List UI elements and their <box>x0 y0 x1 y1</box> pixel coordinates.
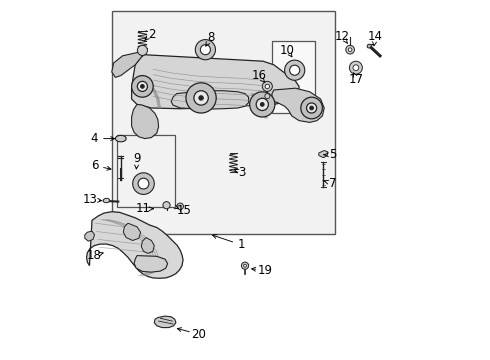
Polygon shape <box>154 316 176 328</box>
Text: 14: 14 <box>368 30 383 42</box>
Text: 16: 16 <box>251 69 266 82</box>
Polygon shape <box>319 150 328 158</box>
Circle shape <box>186 83 216 113</box>
Circle shape <box>262 81 272 91</box>
Circle shape <box>265 84 270 89</box>
Circle shape <box>200 45 210 55</box>
Circle shape <box>194 91 208 105</box>
Circle shape <box>132 76 153 97</box>
Circle shape <box>133 173 154 194</box>
Polygon shape <box>171 91 248 109</box>
Circle shape <box>242 262 248 269</box>
Text: 3: 3 <box>238 166 245 179</box>
Text: 12: 12 <box>335 30 350 42</box>
Bar <box>117 135 175 207</box>
Circle shape <box>261 103 264 106</box>
Circle shape <box>349 61 363 74</box>
Polygon shape <box>132 104 159 139</box>
Circle shape <box>137 81 147 91</box>
Text: 11: 11 <box>136 202 151 215</box>
Text: 9: 9 <box>133 152 141 165</box>
Text: 13: 13 <box>83 193 98 206</box>
Text: 1: 1 <box>238 238 245 251</box>
Polygon shape <box>85 231 95 241</box>
Circle shape <box>301 97 322 119</box>
Text: 5: 5 <box>329 148 337 161</box>
Polygon shape <box>112 52 143 77</box>
Text: 4: 4 <box>91 132 98 145</box>
Circle shape <box>256 98 269 111</box>
Text: 20: 20 <box>191 328 206 341</box>
Text: 8: 8 <box>207 31 215 44</box>
Circle shape <box>346 45 354 54</box>
Circle shape <box>250 92 275 117</box>
Bar <box>112 11 335 234</box>
Circle shape <box>199 96 203 100</box>
Circle shape <box>196 40 216 60</box>
Text: 17: 17 <box>349 73 364 86</box>
Text: 15: 15 <box>176 204 191 217</box>
Polygon shape <box>141 238 154 253</box>
Ellipse shape <box>116 135 126 142</box>
Circle shape <box>163 202 170 209</box>
Bar <box>272 41 315 113</box>
Circle shape <box>141 85 144 88</box>
Circle shape <box>290 65 300 75</box>
Text: 10: 10 <box>280 44 295 57</box>
Circle shape <box>244 264 246 267</box>
Polygon shape <box>272 88 324 122</box>
Text: 6: 6 <box>91 159 98 172</box>
Circle shape <box>265 94 270 99</box>
Text: 2: 2 <box>147 28 155 41</box>
Circle shape <box>138 178 149 189</box>
Polygon shape <box>132 55 299 109</box>
Ellipse shape <box>103 198 110 203</box>
Text: 7: 7 <box>329 177 337 190</box>
Circle shape <box>310 106 314 110</box>
Polygon shape <box>134 256 168 272</box>
Ellipse shape <box>367 44 371 48</box>
Circle shape <box>307 103 317 113</box>
Text: 19: 19 <box>257 264 272 276</box>
Circle shape <box>177 203 183 210</box>
Polygon shape <box>87 212 183 278</box>
Polygon shape <box>123 223 141 240</box>
Circle shape <box>137 45 147 55</box>
Text: 18: 18 <box>86 249 101 262</box>
Circle shape <box>348 48 352 51</box>
Circle shape <box>285 60 305 80</box>
Circle shape <box>353 65 359 71</box>
